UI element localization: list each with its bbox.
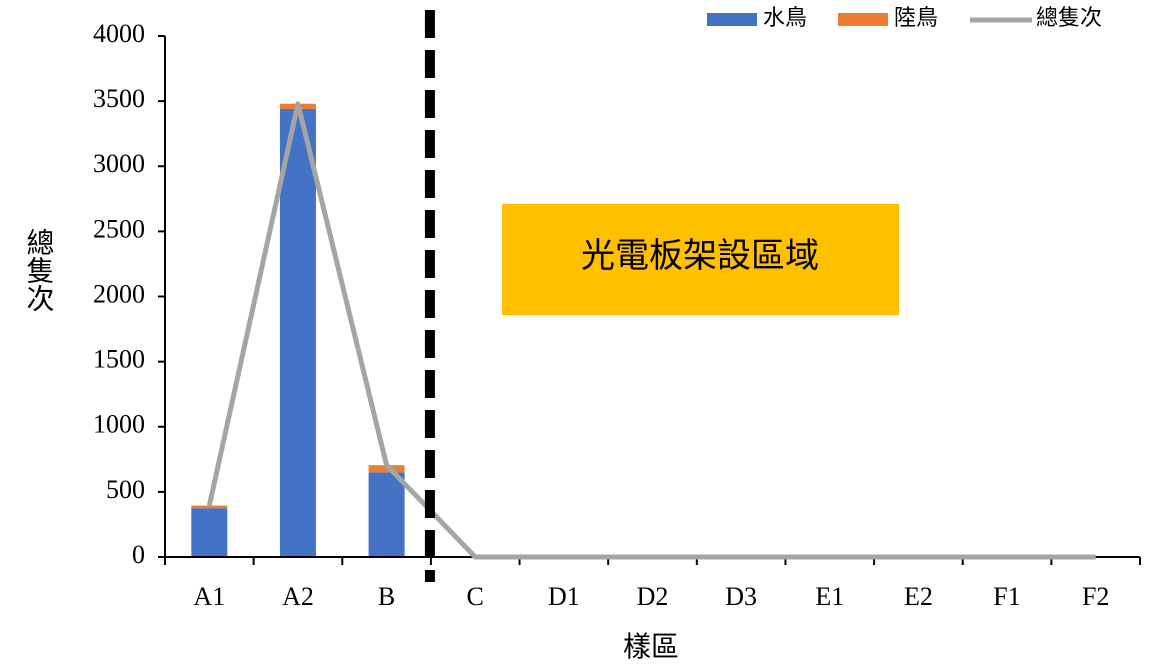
legend-item-landbird-swatch <box>838 13 888 26</box>
y-tick-label-2000: 2000 <box>93 279 145 308</box>
bar-waterbird-B <box>368 472 405 557</box>
legend-item-total: 總隻次 <box>970 5 1102 30</box>
series-line-total <box>206 101 1096 560</box>
x-tick-label-E2: E2 <box>904 582 933 611</box>
bar-waterbird-A1 <box>191 508 228 557</box>
y-tick-label-2500: 2500 <box>93 214 145 243</box>
x-axis-title: 樣區 <box>623 631 679 663</box>
x-tick-label-D1: D1 <box>548 582 580 611</box>
y-axis-title: 總隻次 <box>23 228 55 312</box>
legend-item-total-label: 總隻次 <box>1036 5 1102 30</box>
legend-item-waterbird: 水鳥 <box>707 5 807 30</box>
y-tick-label-1500: 1500 <box>93 345 145 374</box>
legend-item-waterbird-label: 水鳥 <box>763 5 807 30</box>
y-tick-label-3500: 3500 <box>93 84 145 113</box>
x-tick-label-A1: A1 <box>193 582 225 611</box>
y-tick-label-1000: 1000 <box>93 410 145 439</box>
x-tick-label-B: B <box>378 582 395 611</box>
x-tick-label-F2: F2 <box>1082 582 1109 611</box>
x-tick-label-F1: F1 <box>993 582 1020 611</box>
legend-item-landbird: 陸鳥 <box>838 5 938 30</box>
legend-item-landbird-label: 陸鳥 <box>894 5 938 30</box>
y-tick-label-0: 0 <box>132 540 145 569</box>
x-tick-label-D3: D3 <box>725 582 757 611</box>
y-tick-label-500: 500 <box>106 475 145 504</box>
bar-waterbird-A2 <box>279 108 316 557</box>
x-tick-label-A2: A2 <box>282 582 314 611</box>
annotation-box <box>502 204 899 315</box>
y-tick-label-4000: 4000 <box>93 19 145 48</box>
x-tick-label-E1: E1 <box>815 582 844 611</box>
x-tick-label-D2: D2 <box>637 582 669 611</box>
x-tick-label-C: C <box>467 582 484 611</box>
annotation-text: 光電板架設區域 <box>581 237 819 275</box>
y-tick-label-3000: 3000 <box>93 149 145 178</box>
legend-item-waterbird-swatch <box>707 13 757 26</box>
bar-landbird-A1 <box>191 505 228 509</box>
